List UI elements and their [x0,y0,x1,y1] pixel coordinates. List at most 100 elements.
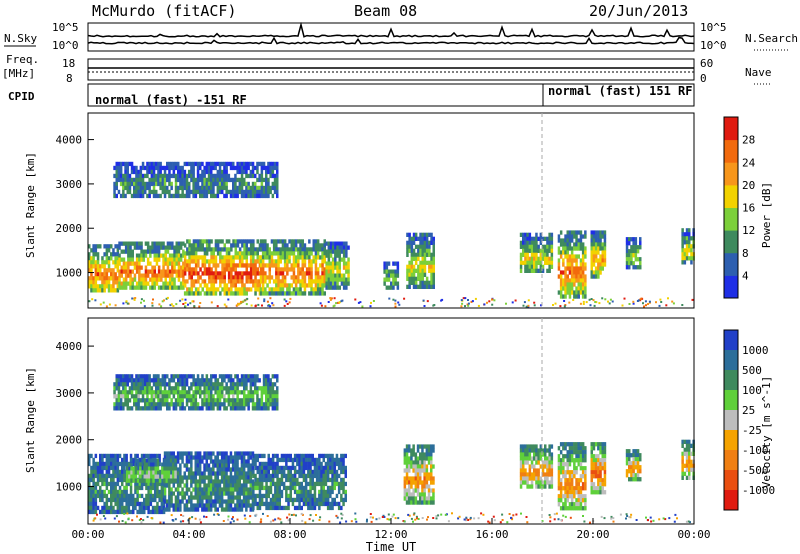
heatmap-cell [247,251,251,256]
heatmap-cell [590,230,593,235]
heatmap-cell [169,462,173,467]
heatmap-cell [245,394,248,399]
ytick-label: 1000 [56,267,83,280]
heatmap-cell [118,253,121,258]
heatmap-cell [342,465,345,471]
heatmap-cell [232,161,235,167]
heatmap-cell [283,283,287,288]
heatmap-cell [304,485,308,491]
heatmap-cell [212,255,215,260]
heatmap-cell [263,461,266,467]
heatmap-cell [522,248,525,253]
heatmap-cell [315,501,319,507]
heatmap-cell [181,378,184,383]
heatmap-cell [336,245,339,250]
heatmap-cell [192,185,195,191]
heatmap-cell [123,453,126,459]
heatmap-cell [220,507,224,512]
heatmap-cell [412,280,416,285]
heatmap-cell [160,273,163,278]
heatmap-cell [425,496,429,501]
heatmap-cell [209,483,213,488]
heatmap-cell [260,461,264,467]
heatmap-cell [247,475,250,480]
heatmap-cell [419,456,422,461]
heatmap-cell [266,255,269,260]
heatmap-cell [192,394,195,399]
colorbar-swatch [724,275,738,299]
heatmap-cell [599,266,602,271]
heatmap-cell [557,258,561,263]
heatmap-cell [231,487,235,492]
heatmap-cell [535,232,538,237]
heatmap-cell [144,265,148,270]
heatmap-cell [182,273,185,278]
heatmap-cell [152,177,156,183]
heatmap-cell [146,249,150,254]
heatmap-cell [329,501,332,507]
heatmap-cell [99,457,102,463]
heatmap-cell [321,275,324,280]
heatmap-cell [630,245,633,250]
heatmap-cell [227,287,231,292]
heatmap-cell [203,487,206,492]
heatmap-cell [336,253,339,258]
heatmap-cell [172,193,176,199]
heatmap-cell [190,491,193,496]
heatmap-cell [298,469,301,475]
heatmap-cell [193,305,196,308]
heatmap-cell [243,378,246,383]
heatmap-cell [110,268,113,273]
heatmap-cell [240,455,244,460]
heatmap-cell [324,461,328,467]
heatmap-cell [146,398,149,403]
heatmap-cell [309,469,312,475]
heatmap-cell [419,252,422,257]
heatmap-cell [269,485,273,491]
heatmap-cell [133,261,137,266]
heatmap-cell [155,165,158,171]
heatmap-cell [190,251,193,256]
heatmap-cell [207,394,211,399]
heatmap-cell [340,273,344,278]
heatmap-cell [96,461,100,467]
heatmap-cell [425,280,429,285]
heatmap-cell [245,239,248,244]
heatmap-cell [548,244,551,249]
heatmap-cell [425,480,429,485]
heatmap-cell [406,264,409,269]
heatmap-cell [218,169,222,175]
heatmap-cell [609,298,612,301]
heatmap-cell [110,477,113,483]
heatmap-cell [223,267,226,272]
heatmap-cell [261,259,265,264]
heatmap-cell [232,291,235,296]
heatmap-cell [276,193,279,199]
heatmap-cell [428,260,431,265]
heatmap-cell [685,228,689,233]
heatmap-cell [205,165,209,171]
heatmap-cell [112,469,115,475]
heatmap-cell [322,469,325,475]
heatmap-cell [260,485,264,491]
heatmap-cell [315,461,319,467]
heatmap-cell [157,177,160,183]
heatmap-cell [410,260,414,265]
heatmap-cell [196,402,200,407]
heatmap-cell [192,374,195,379]
heatmap-cell [279,271,282,276]
heatmap-cell [218,390,222,395]
heatmap-cell [196,169,200,175]
heatmap-cell [238,279,242,284]
heatmap-cell [562,250,565,255]
heatmap-cell [112,505,115,511]
heatmap-cell [220,503,224,508]
heatmap-cell [292,255,296,260]
heatmap-cell [383,281,386,286]
heatmap-cell [340,281,344,286]
heatmap-cell [252,493,255,499]
heatmap-cell [132,470,135,475]
heatmap-cell [130,474,133,479]
heatmap-cell [201,475,204,480]
heatmap-cell [172,491,175,496]
